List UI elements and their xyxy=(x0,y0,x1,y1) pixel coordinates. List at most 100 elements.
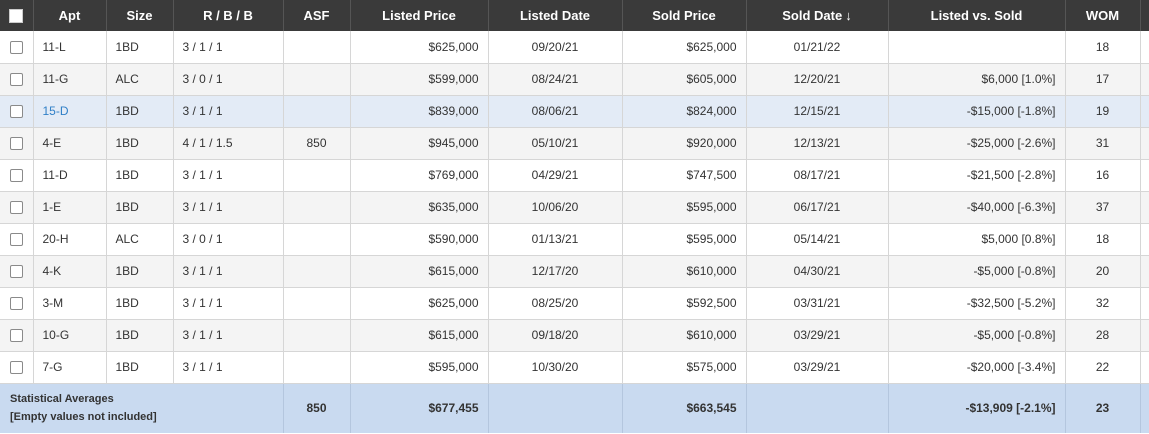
table-row[interactable]: 11-D 1BD 3 / 1 / 1 $769,000 04/29/21 $747,500… xyxy=(0,159,1149,192)
cell-wom: 32 xyxy=(1065,287,1141,320)
cell-sold-date: 01/21/22 xyxy=(746,31,889,64)
cell-asf: 850 xyxy=(283,127,351,160)
cell-asf xyxy=(283,255,351,288)
table-row[interactable]: 11-L 1BD 3 / 1 / 1 $625,000 09/20/21 $625,000… xyxy=(0,31,1149,64)
cell-extra xyxy=(1140,191,1149,224)
table-row[interactable]: 20-H ALC 3 / 0 / 1 $590,000 01/13/21 $595,000… xyxy=(0,223,1149,256)
cell-listed-vs-sold: -$5,000 [-0.8%] xyxy=(888,255,1066,288)
averages-asf: 850 xyxy=(283,383,351,433)
cell-apt[interactable]: 1-E xyxy=(33,191,107,224)
column-header-rbb[interactable]: R / B / B xyxy=(173,0,284,31)
cell-asf xyxy=(283,351,351,384)
table-row[interactable]: 7-G 1BD 3 / 1 / 1 $595,000 10/30/20 $575,000 0… xyxy=(0,351,1149,384)
column-header-listed-vs-sold[interactable]: Listed vs. Sold xyxy=(888,0,1066,31)
cell-extra xyxy=(1140,319,1149,352)
cell-apt[interactable]: 3-M xyxy=(33,287,107,320)
row-select-checkbox[interactable] xyxy=(9,73,23,87)
table-row[interactable]: 10-G 1BD 3 / 1 / 1 $615,000 09/18/20 $610,000… xyxy=(0,319,1149,352)
column-header-sold-date[interactable]: Sold Date ↓ xyxy=(746,0,889,31)
cell-listed-price: $625,000 xyxy=(350,287,489,320)
cell-apt[interactable]: 11-G xyxy=(33,63,107,96)
row-select-checkbox[interactable] xyxy=(9,40,23,54)
table-row[interactable]: 3-M 1BD 3 / 1 / 1 $625,000 08/25/20 $592,500 0… xyxy=(0,287,1149,320)
row-select-checkbox[interactable] xyxy=(9,233,23,247)
row-select-checkbox[interactable] xyxy=(9,297,23,311)
cell-listed-date: 10/30/20 xyxy=(488,351,623,384)
apartment-link[interactable]: 15-D xyxy=(42,104,69,118)
cell-select xyxy=(0,31,34,64)
cell-sold-date: 03/29/21 xyxy=(746,351,889,384)
row-select-checkbox[interactable] xyxy=(9,329,23,343)
cell-apt[interactable]: 10-G xyxy=(33,319,107,352)
apartment-link[interactable]: 10-G xyxy=(42,328,70,342)
column-header-sold-price[interactable]: Sold Price xyxy=(622,0,747,31)
cell-size: 1BD xyxy=(106,31,174,64)
cell-listed-price: $769,000 xyxy=(350,159,489,192)
apartment-link[interactable]: 3-M xyxy=(42,296,64,310)
cell-apt[interactable]: 11-L xyxy=(33,31,107,64)
column-header-size[interactable]: Size xyxy=(106,0,174,31)
apartment-link[interactable]: 11-D xyxy=(42,168,68,182)
sold-date-label: Sold Date xyxy=(782,8,843,23)
cell-apt[interactable]: 20-H xyxy=(33,223,107,256)
cell-listed-date: 08/25/20 xyxy=(488,287,623,320)
cell-apt[interactable]: 11-D xyxy=(33,159,107,192)
table-row[interactable]: 4-E 1BD 4 / 1 / 1.5 850 $945,000 05/10/21 $920… xyxy=(0,127,1149,160)
averages-row: Statistical Averages [Empty values not i… xyxy=(0,383,1149,433)
averages-note: [Empty values not included] xyxy=(10,411,157,424)
cell-wom: 17 xyxy=(1065,63,1141,96)
cell-listed-vs-sold: -$15,000 [-1.8%] xyxy=(888,95,1066,128)
cell-rbb: 3 / 1 / 1 xyxy=(173,351,284,384)
averages-label: Statistical Averages [Empty values not i… xyxy=(0,383,284,433)
row-select-checkbox[interactable] xyxy=(9,137,23,151)
apartment-link[interactable]: 4-E xyxy=(42,136,62,150)
column-header-asf[interactable]: ASF xyxy=(283,0,351,31)
column-header-listed-price[interactable]: Listed Price xyxy=(350,0,489,31)
cell-extra xyxy=(1140,351,1149,384)
cell-rbb: 3 / 1 / 1 xyxy=(173,319,284,352)
cell-sold-price: $610,000 xyxy=(622,255,747,288)
table-row[interactable]: 4-K 1BD 3 / 1 / 1 $615,000 12/17/20 $610,000 0… xyxy=(0,255,1149,288)
averages-listed-date xyxy=(488,383,623,433)
column-header-apt[interactable]: Apt xyxy=(33,0,107,31)
apartment-link[interactable]: 7-G xyxy=(42,360,63,374)
table-row[interactable]: 15-D 1BD 3 / 1 / 1 $839,000 08/06/21 $824,000… xyxy=(0,95,1149,128)
cell-wom: 37 xyxy=(1065,191,1141,224)
cell-apt[interactable]: 4-E xyxy=(33,127,107,160)
table-row[interactable]: 1-E 1BD 3 / 1 / 1 $635,000 10/06/20 $595,000 0… xyxy=(0,191,1149,224)
cell-select xyxy=(0,191,34,224)
cell-extra xyxy=(1140,63,1149,96)
cell-select xyxy=(0,319,34,352)
cell-listed-vs-sold: -$40,000 [-6.3%] xyxy=(888,191,1066,224)
table-body: 11-L 1BD 3 / 1 / 1 $625,000 09/20/21 $625,000… xyxy=(0,31,1149,384)
row-select-checkbox[interactable] xyxy=(9,105,23,119)
cell-sold-date: 12/20/21 xyxy=(746,63,889,96)
apartment-link[interactable]: 20-H xyxy=(42,232,69,246)
cell-wom: 16 xyxy=(1065,159,1141,192)
row-select-checkbox[interactable] xyxy=(9,265,23,279)
cell-sold-price: $605,000 xyxy=(622,63,747,96)
apartment-link[interactable]: 11-G xyxy=(42,72,69,86)
apartment-link[interactable]: 1-E xyxy=(42,200,62,214)
averages-listed-price: $677,455 xyxy=(350,383,489,433)
cell-sold-date: 05/14/21 xyxy=(746,223,889,256)
column-header-wom[interactable]: WOM xyxy=(1065,0,1141,31)
row-select-checkbox[interactable] xyxy=(9,201,23,215)
select-all-checkbox[interactable] xyxy=(9,9,24,24)
cell-wom: 20 xyxy=(1065,255,1141,288)
row-select-checkbox[interactable] xyxy=(9,169,23,183)
row-select-checkbox[interactable] xyxy=(9,361,23,375)
apartment-link[interactable]: 11-L xyxy=(42,39,66,54)
cell-rbb: 4 / 1 / 1.5 xyxy=(173,127,284,160)
apartment-link[interactable]: 4-K xyxy=(42,264,62,278)
cell-sold-price: $747,500 xyxy=(622,159,747,192)
cell-sold-date: 12/13/21 xyxy=(746,127,889,160)
cell-apt[interactable]: 4-K xyxy=(33,255,107,288)
table-row[interactable]: 11-G ALC 3 / 0 / 1 $599,000 08/24/21 $605,000… xyxy=(0,63,1149,96)
cell-apt[interactable]: 15-D xyxy=(33,95,107,128)
cell-size: 1BD xyxy=(106,159,174,192)
cell-sold-price: $920,000 xyxy=(622,127,747,160)
cell-sold-date: 04/30/21 xyxy=(746,255,889,288)
column-header-listed-date[interactable]: Listed Date xyxy=(488,0,623,31)
cell-apt[interactable]: 7-G xyxy=(33,351,107,384)
